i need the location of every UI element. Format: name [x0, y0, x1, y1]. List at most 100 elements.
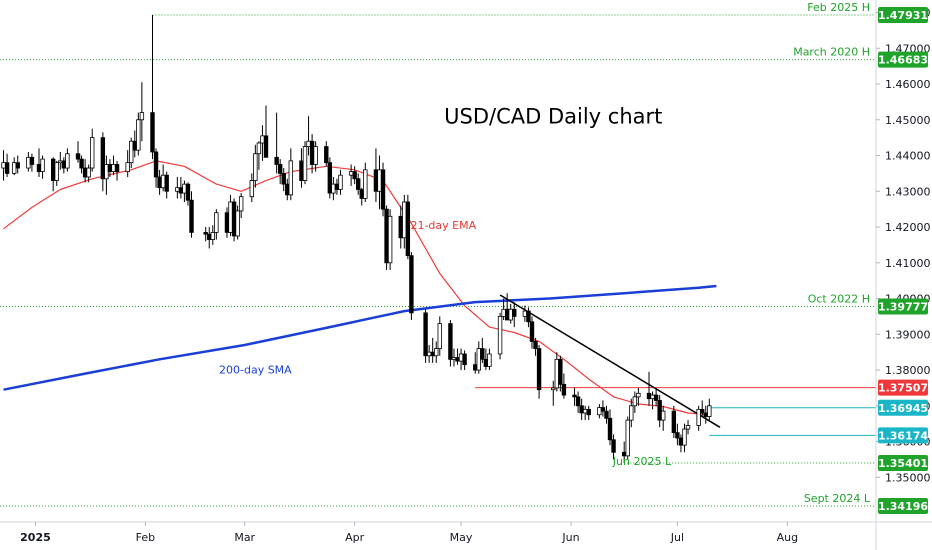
candle-body — [402, 201, 407, 239]
candle-body — [214, 212, 219, 233]
y-tick-label: 1.46000 — [885, 78, 931, 91]
candle-body — [586, 408, 591, 416]
time-axis-labels: 2025 Feb Mar Apr May Jun Jul Aug — [20, 522, 798, 544]
candle-body — [90, 137, 95, 169]
candle-body — [40, 158, 45, 173]
level-badge-value: 1.36945 — [878, 402, 928, 415]
candle-body — [529, 321, 535, 342]
level-label: Feb 2025 H — [807, 1, 870, 14]
level-badge — [878, 379, 928, 396]
candle-body — [572, 394, 577, 398]
candle-body — [632, 396, 638, 407]
trendline — [499, 294, 721, 428]
candle-body — [277, 164, 283, 174]
candle-body — [107, 164, 113, 173]
candle-body — [409, 255, 414, 314]
candle-body — [132, 140, 137, 151]
candle-body — [157, 176, 162, 189]
candle-body — [600, 407, 606, 412]
candle-body — [423, 312, 428, 357]
candle-body — [611, 439, 616, 453]
candle-body — [473, 364, 478, 371]
candle-body — [575, 396, 581, 407]
level-badge-value: 1.37507 — [878, 382, 928, 395]
candle-body — [224, 212, 230, 233]
candle-body — [327, 162, 333, 194]
annotation-label: Jun 2025 L — [612, 455, 672, 468]
candlesticks — [1, 15, 712, 464]
candle-body — [100, 137, 106, 180]
candle-body — [256, 142, 262, 155]
candle-body — [111, 164, 116, 173]
candle-body — [228, 201, 233, 233]
candle-body — [561, 383, 567, 396]
x-tick-label: Jul — [670, 531, 684, 544]
candle-body — [434, 348, 439, 357]
candle-body — [274, 156, 279, 165]
candle-body — [82, 167, 88, 178]
x-tick-label: Jun — [561, 531, 579, 544]
candle-body — [129, 140, 134, 164]
candle-body — [387, 215, 393, 264]
candle-body — [356, 178, 361, 190]
candle-body — [352, 171, 357, 180]
level-badge-value: 1.36174 — [878, 429, 928, 442]
candle-body — [150, 112, 155, 153]
candle-body — [238, 196, 244, 212]
level-label: Oct 2022 H — [808, 293, 870, 306]
candle-body — [512, 308, 517, 317]
candle-body — [324, 146, 329, 164]
candle-body — [604, 410, 609, 419]
candle-body — [629, 405, 634, 421]
candle-body — [15, 162, 20, 169]
candle-body — [299, 160, 304, 181]
level-badge — [878, 498, 928, 515]
level-badge — [878, 427, 928, 444]
candle-body — [607, 417, 613, 441]
candle-body — [476, 348, 481, 371]
candle-body — [462, 353, 467, 366]
indicator-line — [3, 284, 717, 391]
candle-body — [4, 162, 10, 174]
candle-body — [29, 156, 35, 165]
candle-body — [597, 407, 602, 416]
candle-body — [437, 323, 442, 349]
level-label: March 2020 H — [793, 46, 870, 59]
candle-body — [58, 160, 63, 164]
y-tick-label: 1.43000 — [885, 185, 931, 198]
candle-body — [203, 231, 208, 235]
candle-body — [536, 348, 542, 391]
candle-body — [185, 183, 191, 201]
y-tick-label: 1.44000 — [885, 150, 931, 163]
candle-body — [253, 153, 258, 181]
candle-body — [334, 183, 340, 190]
candle-body — [682, 428, 687, 446]
candle-body — [384, 208, 389, 264]
y-tick-label: 1.35000 — [885, 471, 931, 484]
price-level-badges: 1.47931 1.46683 1.39777 1.37507 1.36945 1.361… — [878, 6, 928, 515]
candle-body — [653, 394, 659, 401]
candle-body — [625, 419, 630, 457]
candle-body — [210, 231, 215, 240]
candle-body — [671, 410, 677, 434]
candle-body — [79, 158, 84, 169]
candle-body — [288, 160, 294, 196]
candle-body — [363, 169, 368, 199]
candle-body — [160, 174, 166, 189]
level-badge-value: 1.46683 — [878, 54, 928, 67]
candle-body — [675, 432, 680, 439]
candle-body — [480, 348, 485, 360]
candle-body — [125, 162, 130, 173]
indicator-line — [3, 160, 710, 416]
candle-body — [646, 392, 652, 400]
chart-annotations: USD/CAD Daily chart 21-day EMA 200-day SMA… — [219, 104, 672, 467]
candle-body — [65, 153, 70, 169]
candle-body — [136, 119, 141, 151]
level-badge-value: 1.47931 — [878, 9, 928, 22]
candle-body — [685, 425, 691, 430]
level-badge-value: 1.35401 — [878, 457, 928, 470]
candle-body — [458, 353, 464, 362]
candle-body — [281, 173, 286, 185]
candle-body — [54, 162, 59, 181]
